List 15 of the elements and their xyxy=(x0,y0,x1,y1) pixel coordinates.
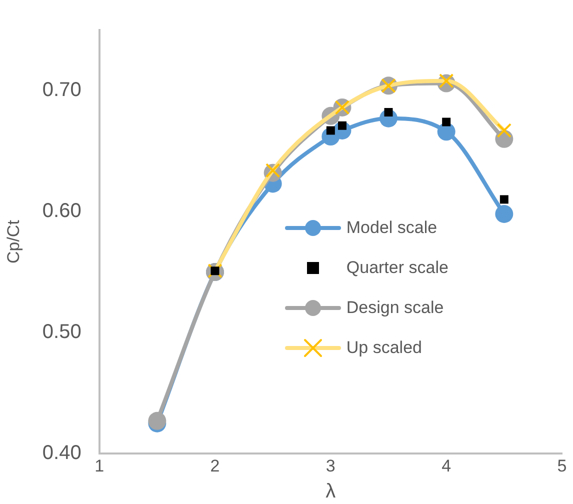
x-tick-label: 2 xyxy=(210,456,220,476)
y-tick-label: 0.40 xyxy=(42,442,82,464)
legend-label: Design scale xyxy=(346,298,444,318)
y-tick-label: 0.70 xyxy=(42,79,82,102)
legend-label: Model scale xyxy=(346,218,438,238)
y-tick-label: 0.50 xyxy=(42,321,82,344)
y-axis-title: Cp/Ct xyxy=(4,220,23,264)
legend-label: Up scaled xyxy=(346,338,422,358)
x-tick-label: 4 xyxy=(442,456,452,476)
x-tick-label: 3 xyxy=(326,456,336,476)
x-tick-label: 5 xyxy=(557,456,567,476)
x-axis-title: λ xyxy=(326,480,336,503)
y-tick-label: 0.60 xyxy=(42,200,82,222)
x-tick-label: 1 xyxy=(94,456,104,476)
legend-label: Quarter scale xyxy=(346,258,448,278)
